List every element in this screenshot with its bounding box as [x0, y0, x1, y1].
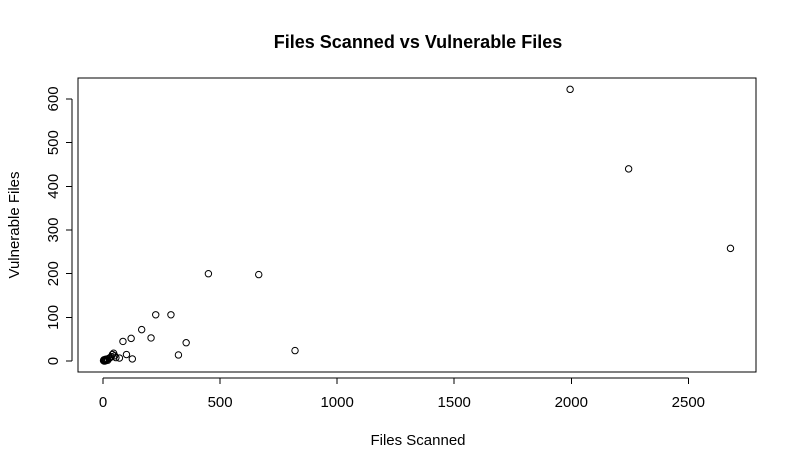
data-point: [167, 311, 175, 319]
x-axis-label: Files Scanned: [370, 432, 465, 449]
data-point: [566, 85, 574, 94]
plot-area: [77, 77, 757, 373]
x-tick-label: 2500: [672, 394, 705, 411]
data-point: [115, 354, 124, 362]
data-point: [128, 355, 137, 363]
y-tick-label: 600: [45, 86, 62, 111]
chart-title: Files Scanned vs Vulnerable Files: [274, 32, 562, 52]
data-point: [127, 334, 135, 343]
data-points: [99, 85, 735, 365]
data-point: [147, 334, 155, 342]
data-point: [111, 352, 119, 360]
y-tick-label: 400: [45, 174, 62, 199]
data-point: [204, 270, 213, 278]
y-tick-label: 100: [45, 305, 62, 330]
y-tick-label: 0: [45, 357, 62, 365]
data-point: [174, 351, 183, 359]
x-tick-label: 0: [99, 394, 107, 411]
y-tick-label: 300: [45, 218, 62, 243]
y-tick-label: 500: [45, 130, 62, 155]
data-point: [726, 244, 735, 253]
data-point: [152, 311, 160, 319]
y-axis-label: Vulnerable Files: [6, 172, 23, 279]
x-tick-label: 1500: [438, 394, 471, 411]
data-point: [137, 325, 146, 334]
data-point: [255, 270, 263, 279]
data-point: [112, 353, 120, 362]
y-axis: 0 100 200 300 400 500 600: [45, 86, 73, 365]
data-point: [122, 350, 131, 359]
x-tick-label: 500: [208, 394, 233, 411]
x-tick-label: 1000: [320, 394, 353, 411]
x-axis: 0 500 1000 1500 2000 2500: [99, 377, 705, 411]
data-point: [624, 165, 633, 173]
data-point: [119, 337, 127, 346]
data-point: [291, 346, 299, 355]
x-tick-label: 2000: [555, 394, 588, 411]
data-point: [182, 339, 190, 347]
y-tick-label: 200: [45, 261, 62, 286]
